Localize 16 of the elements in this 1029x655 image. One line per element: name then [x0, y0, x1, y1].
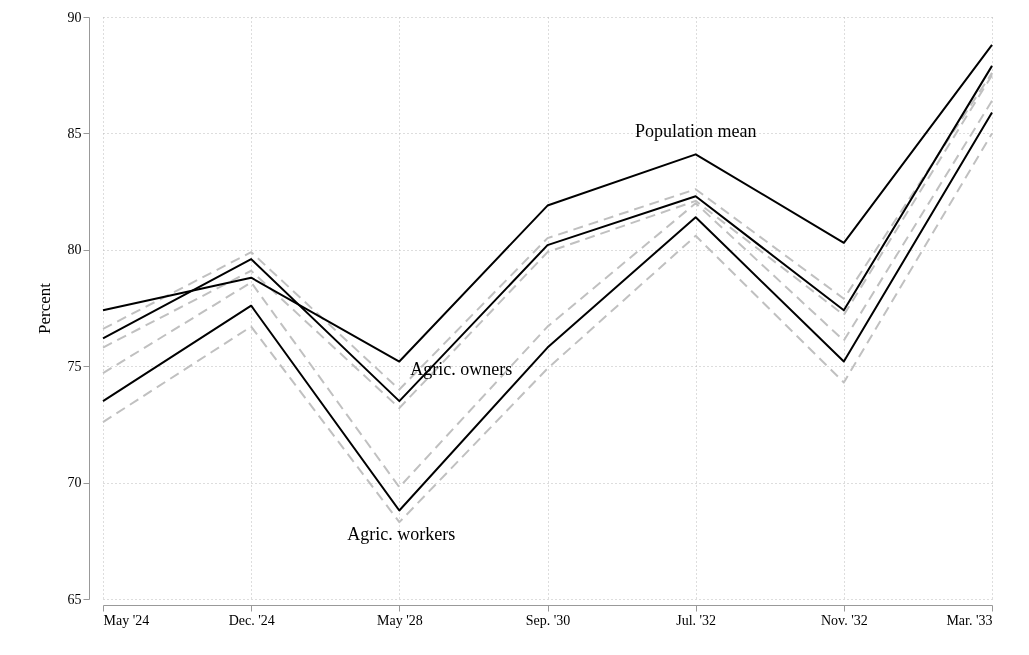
y-tick-label: 70: [67, 475, 82, 491]
x-tick-label: Dec. '24: [228, 612, 275, 628]
y-axis-title: Percent: [34, 282, 54, 334]
x-tick-label: Mar. '33: [946, 612, 993, 628]
x-tick-label: May '24: [103, 612, 150, 628]
y-tick-label: 90: [67, 9, 82, 25]
y-tick-label: 80: [67, 242, 82, 258]
y-tick-label: 65: [67, 591, 82, 607]
x-tick-label: Sep. '30: [525, 612, 571, 628]
series-label: Agric. workers: [347, 523, 456, 544]
x-tick-label: Nov. '32: [820, 612, 868, 628]
series-label: Population mean: [634, 121, 757, 142]
y-tick-label: 85: [67, 125, 82, 141]
y-tick-label: 75: [67, 358, 82, 374]
x-tick-label: May '28: [376, 612, 423, 628]
x-tick-label: Jul. '32: [676, 612, 717, 628]
